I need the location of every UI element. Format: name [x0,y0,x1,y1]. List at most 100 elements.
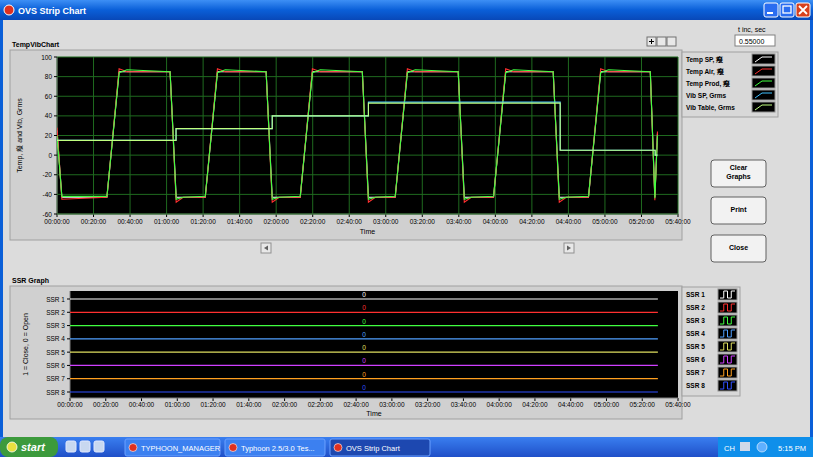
legend-label: SSR 1 [686,291,705,298]
task-label: Typhoon 2.5/3.0 Tes... [241,444,315,453]
y-tick-label: SSR 6 [46,362,65,369]
system-tray [718,437,813,457]
data-label: 0 [362,304,366,311]
y-axis-label: 1 = Close, 0 = Open [22,313,30,376]
plot-area [70,291,678,398]
start-button[interactable] [0,437,58,457]
x-tick-label: 00:00:00 [44,218,70,225]
task-button[interactable] [330,439,430,456]
legend-line [720,343,735,350]
y-tick-label: 20 [45,132,53,139]
plot-area [57,57,678,214]
tool-glyph [649,39,654,44]
legend-label: SSR 3 [686,317,705,324]
x-axis-line [70,398,678,399]
data-label: 0 [362,291,366,298]
task-button[interactable] [225,439,325,456]
quick-launch-icon[interactable] [66,441,76,452]
legend-line [755,69,772,74]
quick-launch-icon[interactable] [80,441,90,452]
window-max-button[interactable] [780,3,794,17]
title-bar [0,0,813,20]
y-tick-label: -60 [43,211,53,218]
y-axis-line [70,291,71,398]
button-label-line: Clear [730,164,748,171]
graph-tool-icon[interactable] [667,37,676,46]
button[interactable] [711,197,766,224]
x-tick-label: 02:40:00 [343,401,369,408]
taskbar [0,437,813,457]
screen: OVS Strip Chartt inc, sec0.55000ClearGra… [0,0,813,457]
y-tick [67,352,70,353]
legend-line [755,57,772,62]
x-tick-label: 02:00:00 [264,218,290,225]
series-line [57,102,657,155]
legend-label: Temp Prod, 癈 [686,79,730,88]
button[interactable] [711,160,766,187]
scroll-left[interactable] [261,243,271,253]
y-tick-label: 80 [45,73,53,80]
y-tick [54,194,57,195]
legend-swatch [752,102,775,112]
y-tick-label: 0 [48,152,52,159]
x-tick-label: 05:00:00 [594,401,620,408]
t-inc-label: t inc, sec [738,26,766,33]
y-tick-label: 40 [45,112,53,119]
legend-label: SSR 8 [686,382,705,389]
button-label: Print [731,206,748,213]
digital-line [70,312,658,313]
button-label: Close [729,244,748,251]
legend-swatch [752,90,775,100]
legend-label: SSR 2 [686,304,705,311]
max-glyph [783,6,791,13]
close-glyph [799,6,807,14]
legend-swatch [718,341,737,352]
legend-label: Vib SP, Grms [686,92,727,100]
x-tick-label: 01:00:00 [154,218,180,225]
t-inc-value: 0.55000 [739,38,764,45]
legend-swatch [718,380,737,391]
legend-label: SSR 4 [686,330,705,337]
legend-label: SSR 5 [686,343,705,350]
y-tick-label: -40 [43,191,53,198]
data-label: 0 [362,357,366,364]
chart-title: TempVibChart [12,41,60,49]
button[interactable] [711,235,766,262]
data-label: 0 [362,371,366,378]
legend-line [755,81,772,86]
task-button[interactable] [125,439,220,456]
x-tick-label: 02:00:00 [272,401,298,408]
window-close-button[interactable] [796,3,810,17]
quick-launch-icon[interactable] [94,441,104,452]
x-tick-label: 04:40:00 [558,401,584,408]
legend-label: Temp Air, 癈 [686,67,724,76]
app-icon [4,5,14,15]
graph-tool-icon[interactable] [647,37,656,46]
digital-line [70,325,658,326]
t-inc-input[interactable] [735,35,775,46]
y-grid-line [57,214,678,215]
y-tick-label: SSR 2 [46,309,65,316]
y-tick [54,174,57,175]
y-tick-label: SSR 4 [46,335,65,342]
tray-icon [757,442,767,452]
min-glyph [767,12,773,14]
window-min-button[interactable] [764,3,778,17]
data-label: 0 [362,331,366,338]
y-tick [54,76,57,77]
x-tick-label: 04:40:00 [556,218,582,225]
x-tick-label: 03:20:00 [410,218,436,225]
y-tick [54,155,57,156]
legend-line [755,105,772,110]
legend-line [755,93,772,98]
series-line [57,70,657,200]
button-label: ClearGraphs [726,164,751,181]
y-axis-label: Temp, 癈 and Vib, Grms [16,98,24,173]
x-tick-label: 00:40:00 [117,218,143,225]
task-icon [129,444,137,452]
window-frame [0,0,813,437]
scroll-right[interactable] [564,243,574,253]
x-axis-line [57,214,678,215]
graph-tool-icon[interactable] [657,37,666,46]
y-tick [67,392,70,393]
